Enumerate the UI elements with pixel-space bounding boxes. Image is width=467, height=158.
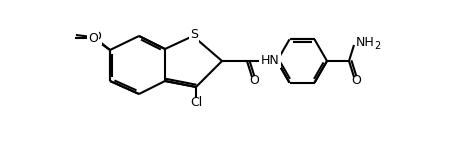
Text: Cl: Cl — [190, 97, 202, 109]
Text: O: O — [91, 30, 101, 43]
Text: S: S — [190, 28, 198, 42]
Text: HN: HN — [261, 54, 279, 67]
Text: O: O — [249, 73, 259, 86]
Text: 2: 2 — [374, 41, 380, 51]
Text: O: O — [88, 31, 98, 45]
Text: O: O — [351, 73, 361, 86]
Text: NH: NH — [356, 36, 375, 49]
